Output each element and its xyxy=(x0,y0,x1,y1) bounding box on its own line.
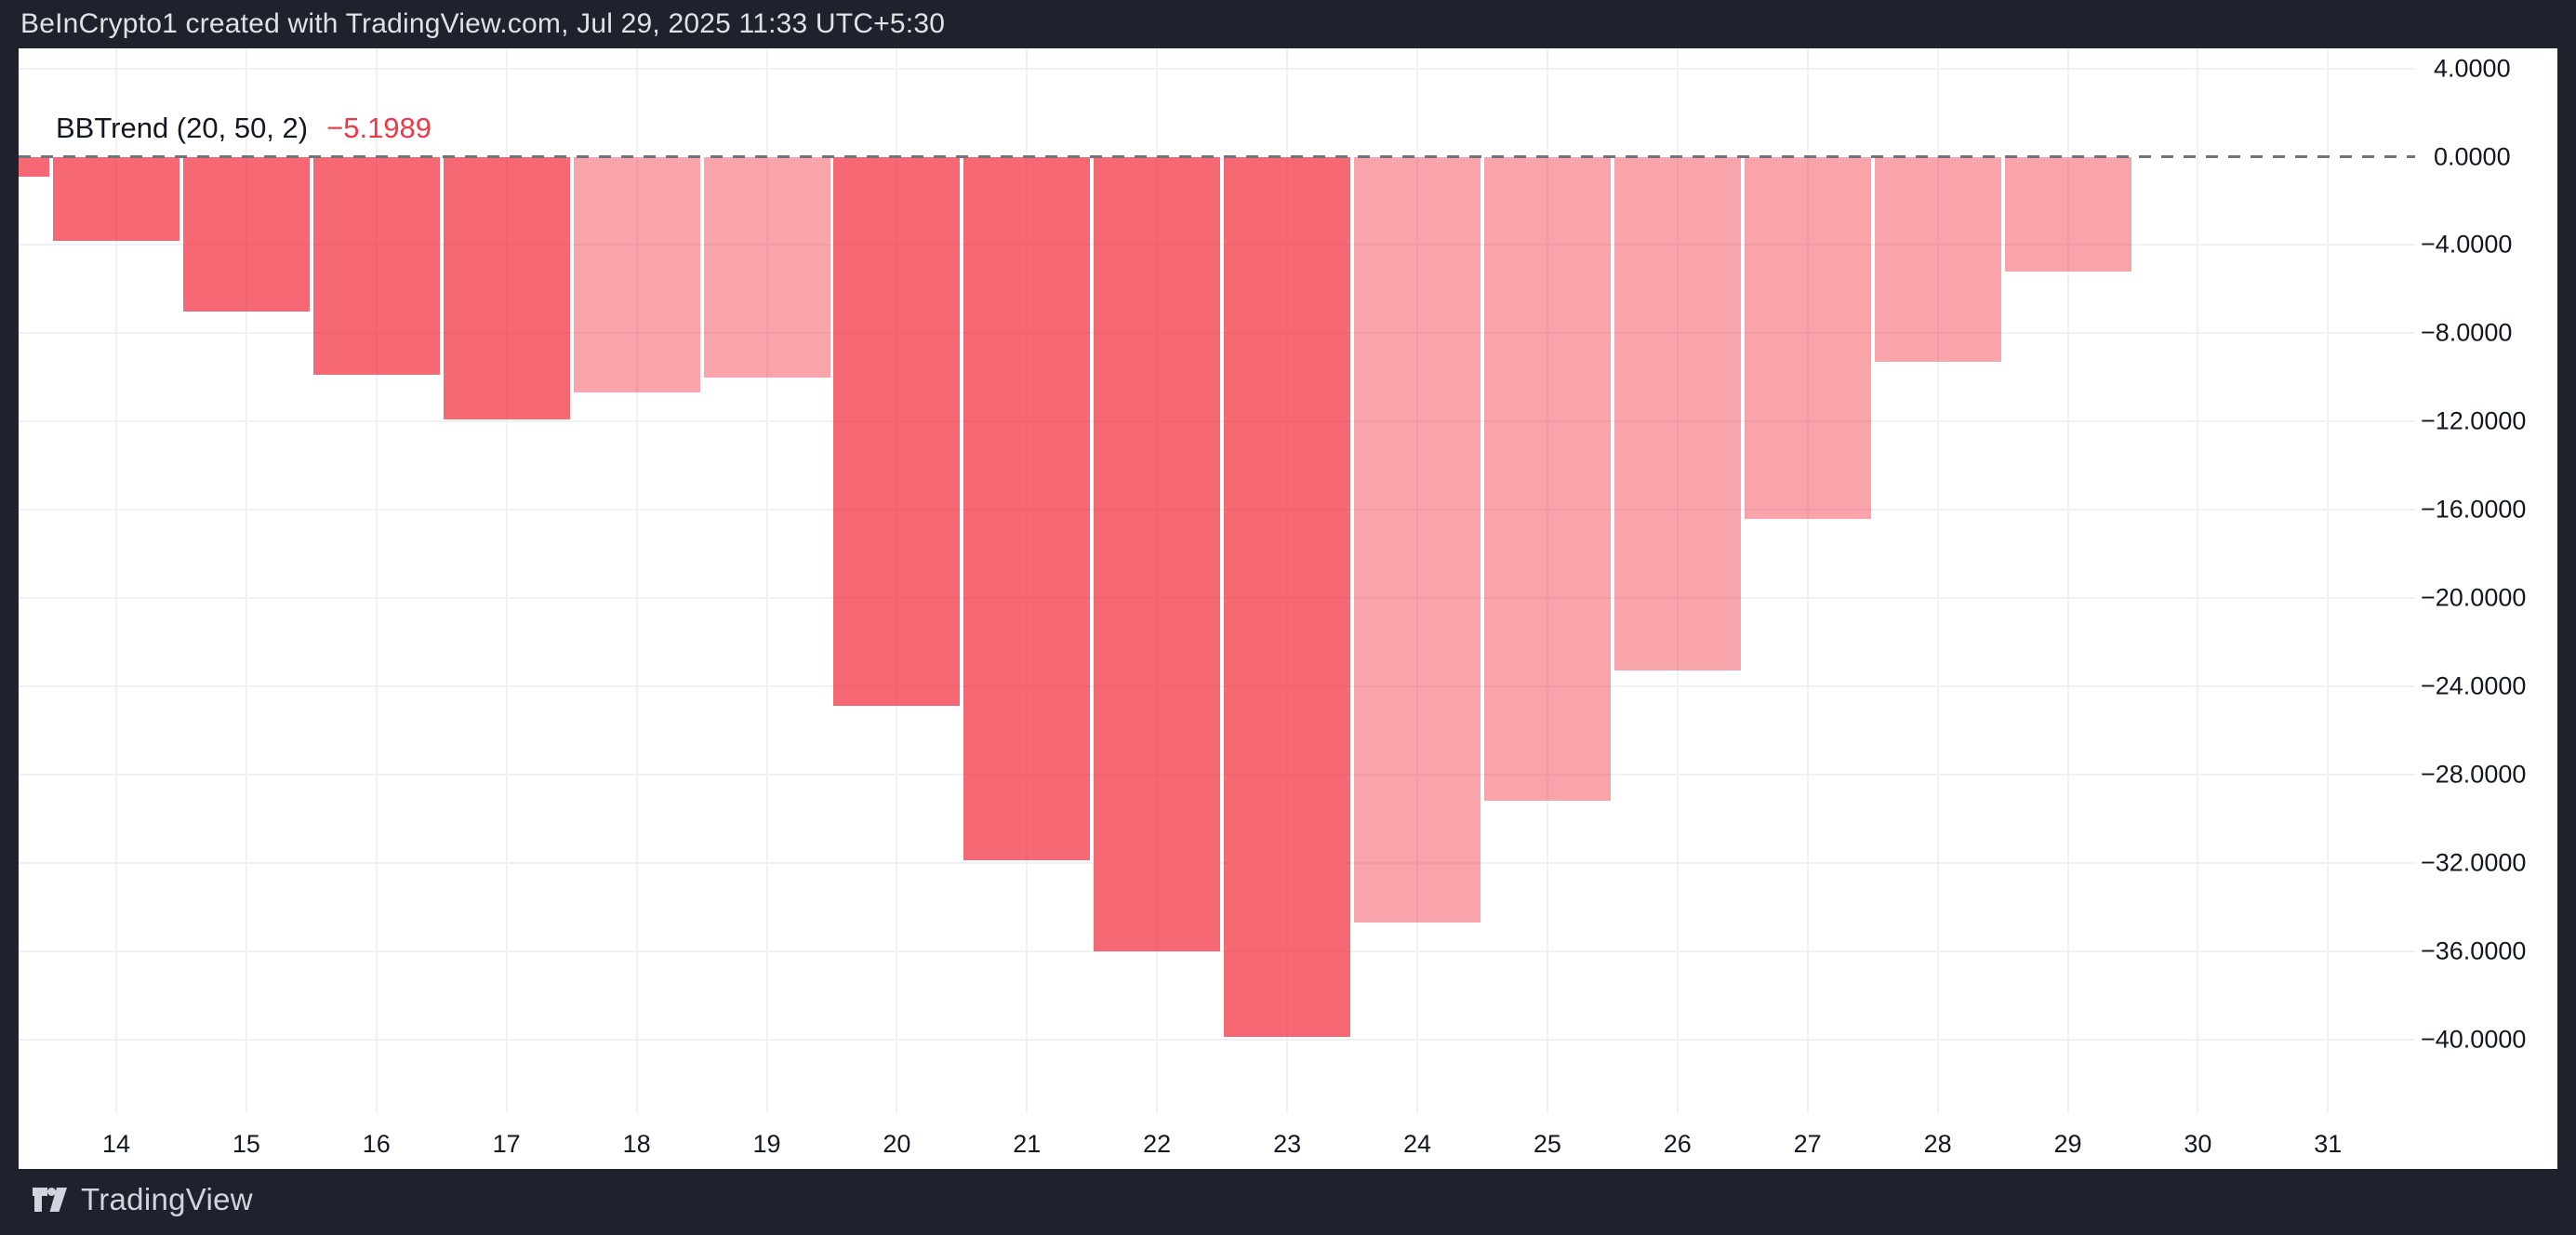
y-axis-label: −4.0000 xyxy=(2421,230,2513,259)
bbtrend-histogram-bar xyxy=(2004,156,2131,272)
bbtrend-histogram-bar xyxy=(19,156,50,177)
y-axis-label: −12.0000 xyxy=(2421,406,2527,435)
snapshot-title: BeInCrypto1 created with TradingView.com… xyxy=(20,8,946,39)
bbtrend-histogram-bar xyxy=(182,156,310,312)
x-axis-label: 16 xyxy=(362,1130,391,1158)
indicator-legend[interactable]: BBTrend (20, 50, 2) −5.1989 xyxy=(56,112,432,145)
tradingview-wordmark: TradingView xyxy=(81,1181,253,1216)
horizontal-gridline xyxy=(19,1038,2415,1041)
x-axis-label: 27 xyxy=(1793,1130,1822,1158)
bbtrend-histogram-bar xyxy=(1483,156,1611,802)
y-axis-label: −28.0000 xyxy=(2421,760,2527,789)
bbtrend-histogram-bar xyxy=(1874,156,2001,363)
y-axis-label: −24.0000 xyxy=(2421,671,2527,700)
y-axis-label: 4.0000 xyxy=(2434,54,2511,83)
y-axis-label: −16.0000 xyxy=(2421,495,2527,524)
y-axis-label: 0.0000 xyxy=(2434,142,2511,170)
vertical-gridline xyxy=(2197,48,2199,1113)
x-axis-label: 18 xyxy=(622,1130,651,1158)
bbtrend-histogram-bar xyxy=(443,156,570,419)
x-axis-label: 30 xyxy=(2184,1130,2212,1158)
x-axis-label: 20 xyxy=(883,1130,911,1158)
x-axis-label: 17 xyxy=(492,1130,521,1158)
chart-pane[interactable]: 4.0000 0.0000 −4.0000 −8.0000 −12.0000 −16.00… xyxy=(19,48,2557,1169)
vertical-gridline xyxy=(635,48,638,1113)
vertical-gridline xyxy=(1416,48,1418,1113)
x-axis-label: 26 xyxy=(1663,1130,1692,1158)
x-axis-label: 23 xyxy=(1273,1130,1302,1158)
x-axis-label: 14 xyxy=(101,1130,131,1158)
bbtrend-histogram-bar xyxy=(53,156,179,241)
vertical-gridline xyxy=(505,48,508,1113)
x-axis-label: 24 xyxy=(1402,1130,1432,1158)
indicator-name: BBTrend (20, 50, 2) xyxy=(56,112,309,144)
vertical-gridline xyxy=(2066,48,2069,1113)
x-axis-label: 25 xyxy=(1533,1130,1561,1158)
vertical-gridline xyxy=(1806,48,1809,1113)
y-axis-label: −8.0000 xyxy=(2421,318,2513,347)
y-axis-label: −40.0000 xyxy=(2421,1025,2527,1053)
x-axis-label: 15 xyxy=(232,1130,260,1158)
snapshot-title-bar: BeInCrypto1 created with TradingView.com… xyxy=(0,0,2576,48)
vertical-gridline xyxy=(245,48,247,1113)
vertical-gridline xyxy=(115,48,117,1113)
bbtrend-histogram-bar xyxy=(1613,156,1741,671)
bbtrend-histogram-bar xyxy=(573,156,700,393)
tradingview-logo-link[interactable]: TradingView xyxy=(32,1182,253,1217)
horizontal-gridline xyxy=(19,949,2415,952)
indicator-value: −5.1989 xyxy=(326,112,432,144)
x-axis-label: 28 xyxy=(1923,1130,1952,1158)
tradingview-icon xyxy=(33,1187,67,1212)
horizontal-gridline xyxy=(19,67,2415,70)
x-axis-label: 19 xyxy=(752,1130,781,1158)
bbtrend-histogram-bar xyxy=(1744,156,1871,519)
bbtrend-histogram-bar xyxy=(703,156,830,378)
bbtrend-histogram-bar xyxy=(833,156,961,707)
y-axis-label: −20.0000 xyxy=(2421,583,2527,612)
footer-bar: TradingView xyxy=(0,1169,2576,1235)
bbtrend-histogram-bar xyxy=(963,156,1091,861)
bbtrend-histogram-bar xyxy=(1094,156,1221,951)
zero-baseline-dashed xyxy=(19,155,2415,158)
x-axis-label: 31 xyxy=(2314,1130,2343,1158)
x-axis-label: 29 xyxy=(2053,1130,2082,1158)
x-axis-label: 22 xyxy=(1143,1130,1172,1158)
y-axis-label: −32.0000 xyxy=(2421,848,2527,877)
x-axis-label: 21 xyxy=(1013,1130,1042,1158)
vertical-gridline xyxy=(1936,48,1939,1113)
bbtrend-histogram-bar xyxy=(312,156,440,376)
vertical-gridline xyxy=(765,48,768,1113)
vertical-gridline xyxy=(2327,48,2330,1113)
bbtrend-histogram-bar xyxy=(1354,156,1481,923)
bbtrend-histogram-bar xyxy=(1224,156,1351,1038)
vertical-gridline xyxy=(1546,48,1548,1113)
vertical-gridline xyxy=(375,48,378,1113)
y-axis-label: −36.0000 xyxy=(2421,936,2527,965)
vertical-gridline xyxy=(1676,48,1679,1113)
